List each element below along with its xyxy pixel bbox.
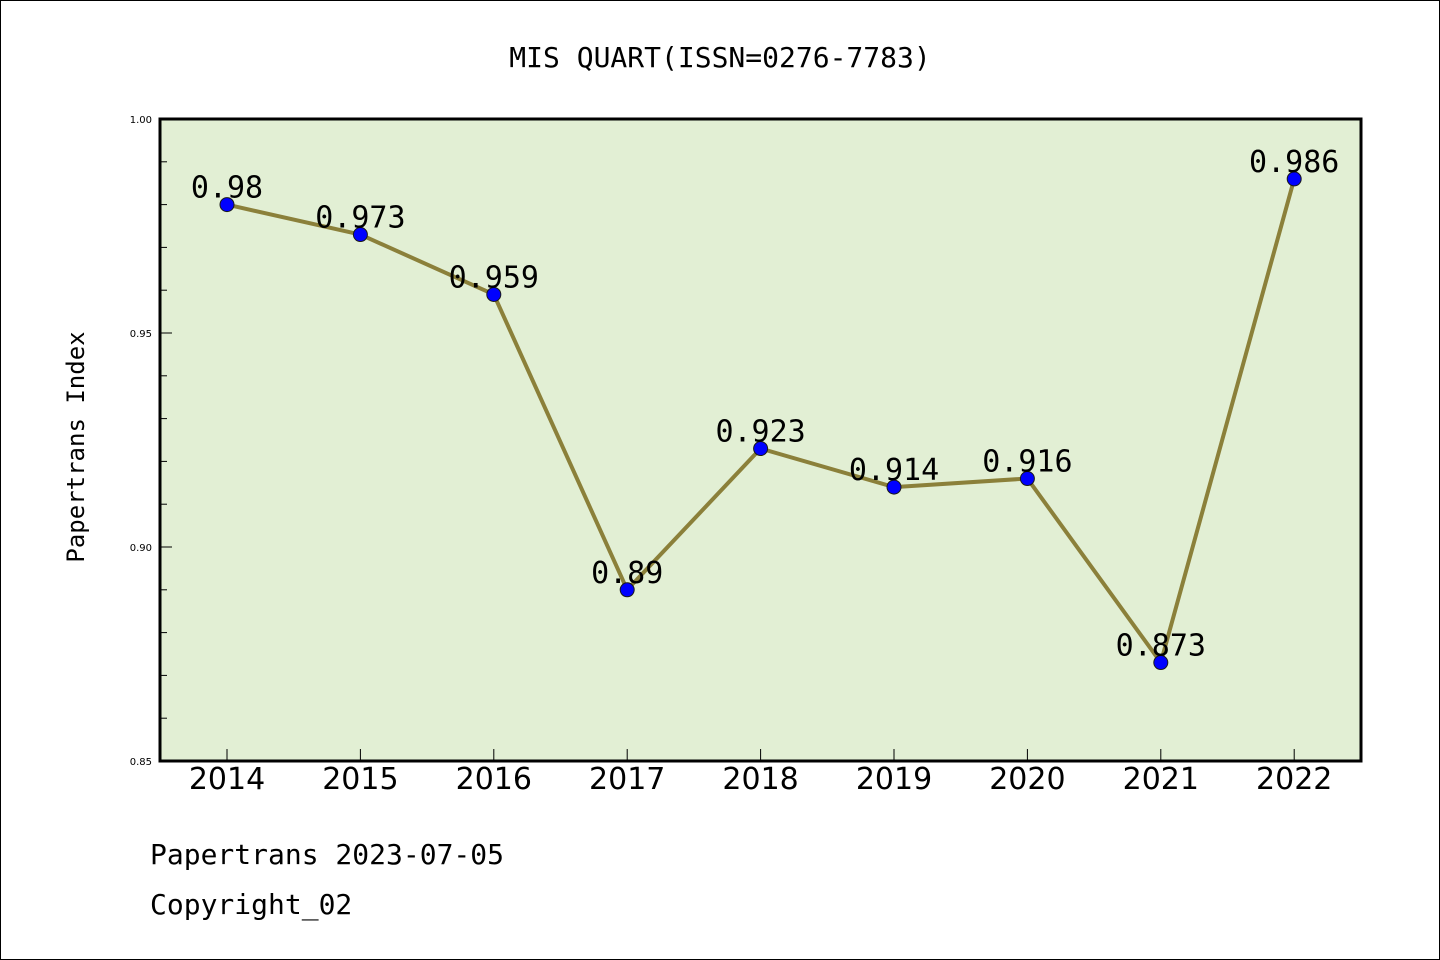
x-tick-label: 2019	[856, 762, 932, 797]
data-point	[886, 479, 902, 495]
data-label: 0.959	[449, 260, 539, 295]
data-label: 0.973	[315, 201, 405, 236]
x-tick-label: 2018	[722, 762, 798, 797]
data-label: 0.914	[849, 453, 939, 488]
y-tick-label: 0.85	[130, 757, 152, 768]
data-point	[219, 197, 235, 213]
footer-date: Papertrans 2023-07-05	[150, 838, 504, 871]
data-label: 0.986	[1249, 145, 1339, 180]
data-point	[753, 441, 769, 457]
x-tick-label: 2021	[1123, 762, 1199, 797]
y-tick-label: 1.00	[130, 115, 152, 126]
data-label: 0.873	[1116, 629, 1206, 664]
x-tick-label: 2014	[189, 762, 265, 797]
y-tick-label: 0.95	[130, 329, 152, 340]
data-point	[486, 286, 502, 302]
data-point	[352, 227, 368, 243]
data-point	[1286, 171, 1302, 187]
data-label: 0.89	[591, 556, 663, 591]
data-labels: 0.98 0.973 0.959 0.89 0.923 0.914 0.916 0.873 0.…	[191, 145, 1339, 664]
data-label: 0.98	[191, 171, 263, 206]
y-axis-label: Papertrans Index	[62, 331, 90, 562]
x-axis: 2014 2015 2016 2017 2018 2019 2020 2021 2022	[189, 749, 1332, 797]
chart-title: MIS QUART(ISSN=0276-7783)	[509, 41, 930, 74]
data-point	[1019, 471, 1035, 487]
footer-copyright: Copyright_02	[150, 888, 352, 922]
plot-frame	[158, 117, 1363, 763]
x-tick-label: 2020	[989, 762, 1065, 797]
data-point	[1153, 655, 1169, 671]
data-label: 0.916	[982, 445, 1072, 480]
x-tick-label: 2022	[1256, 762, 1332, 797]
x-tick-label: 2016	[456, 762, 532, 797]
data-label: 0.923	[715, 415, 805, 450]
y-tick-label: 0.90	[130, 543, 152, 554]
x-tick-label: 2017	[589, 762, 665, 797]
data-point	[619, 582, 635, 598]
x-tick-label: 2015	[322, 762, 398, 797]
plot-area	[160, 119, 1361, 761]
series-markers	[219, 171, 1302, 671]
